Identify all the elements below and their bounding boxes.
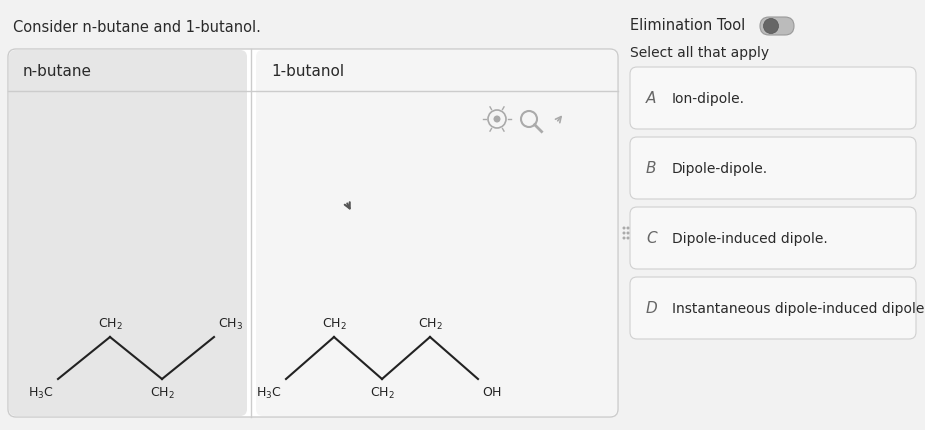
FancyBboxPatch shape xyxy=(630,208,916,269)
FancyBboxPatch shape xyxy=(256,51,617,416)
Text: n-butane: n-butane xyxy=(23,63,92,78)
Text: Ion-dipole.: Ion-dipole. xyxy=(672,92,745,106)
Text: C: C xyxy=(646,231,657,246)
Text: $\mathregular{CH_2}$: $\mathregular{CH_2}$ xyxy=(150,385,175,400)
Text: Instantaneous dipole-induced dipole.: Instantaneous dipole-induced dipole. xyxy=(672,301,925,315)
Circle shape xyxy=(623,232,625,235)
Text: $\mathregular{CH_2}$: $\mathregular{CH_2}$ xyxy=(97,316,122,331)
Text: 1-butanol: 1-butanol xyxy=(271,63,344,78)
Text: Dipole-induced dipole.: Dipole-induced dipole. xyxy=(672,231,828,246)
FancyBboxPatch shape xyxy=(8,50,618,417)
Text: $\mathregular{CH_2}$: $\mathregular{CH_2}$ xyxy=(370,385,394,400)
Text: Consider n-butane and 1-butanol.: Consider n-butane and 1-butanol. xyxy=(13,21,261,35)
Text: $\mathregular{H_3C}$: $\mathregular{H_3C}$ xyxy=(256,385,282,400)
Text: $\mathregular{CH_2}$: $\mathregular{CH_2}$ xyxy=(322,316,347,331)
FancyBboxPatch shape xyxy=(630,68,916,130)
FancyBboxPatch shape xyxy=(630,277,916,339)
FancyBboxPatch shape xyxy=(630,138,916,200)
Text: B: B xyxy=(646,161,657,176)
Circle shape xyxy=(626,227,630,230)
Text: $\mathregular{CH_2}$: $\mathregular{CH_2}$ xyxy=(417,316,442,331)
Text: A: A xyxy=(646,91,657,106)
Circle shape xyxy=(763,19,779,34)
FancyBboxPatch shape xyxy=(9,51,247,416)
Circle shape xyxy=(626,237,630,240)
FancyBboxPatch shape xyxy=(760,18,794,36)
Text: Select all that apply: Select all that apply xyxy=(630,46,769,60)
Text: Elimination Tool: Elimination Tool xyxy=(630,18,746,33)
Text: Dipole-dipole.: Dipole-dipole. xyxy=(672,162,768,175)
Text: $\mathregular{OH}$: $\mathregular{OH}$ xyxy=(482,385,502,398)
Text: $\mathregular{H_3C}$: $\mathregular{H_3C}$ xyxy=(29,385,54,400)
Circle shape xyxy=(494,116,500,123)
Text: $\mathregular{CH_3}$: $\mathregular{CH_3}$ xyxy=(218,316,243,331)
Text: D: D xyxy=(646,301,658,316)
Circle shape xyxy=(623,227,625,230)
Circle shape xyxy=(623,237,625,240)
Circle shape xyxy=(626,232,630,235)
